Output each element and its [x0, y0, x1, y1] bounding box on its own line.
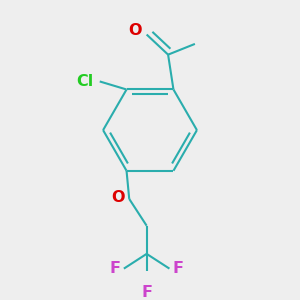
- Text: F: F: [172, 261, 184, 276]
- Text: F: F: [141, 285, 152, 300]
- Text: Cl: Cl: [76, 74, 94, 89]
- Text: O: O: [111, 190, 125, 205]
- Text: O: O: [128, 23, 141, 38]
- Text: F: F: [110, 261, 121, 276]
